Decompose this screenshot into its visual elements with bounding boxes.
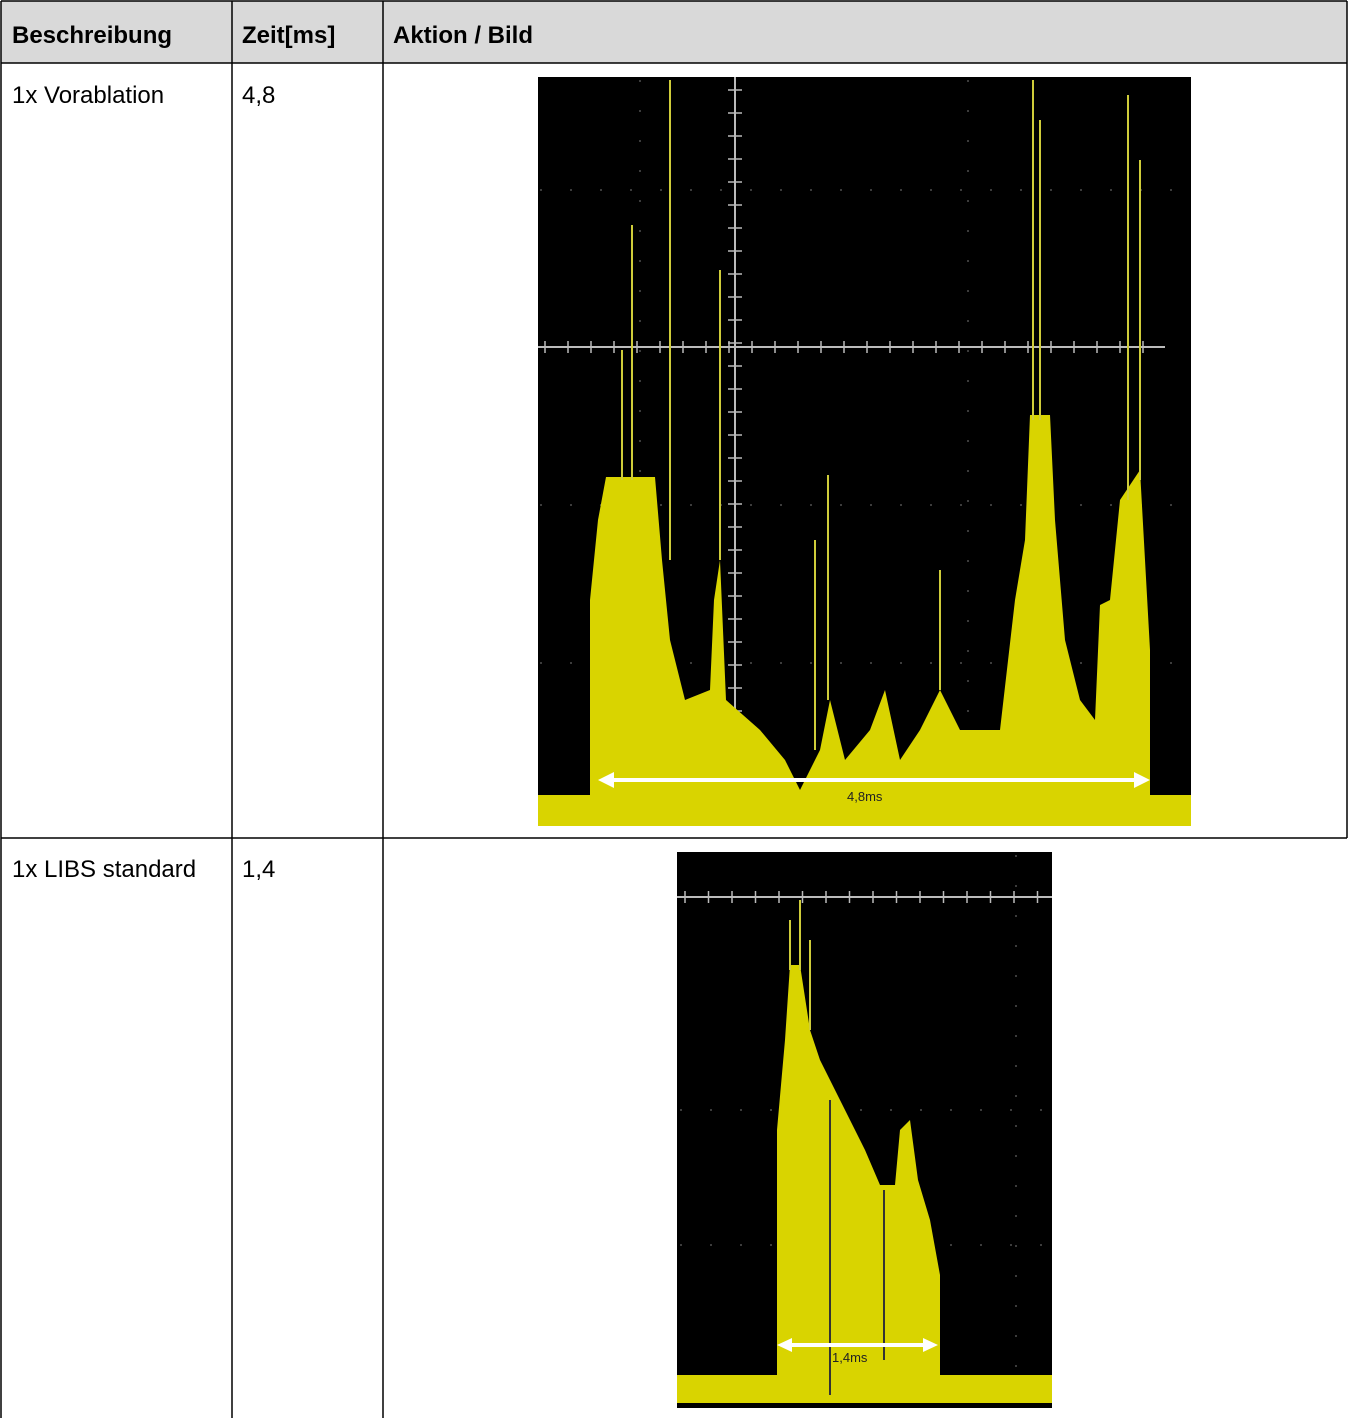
oscilloscope-image: 1,4ms (677, 852, 1052, 1408)
header-cell: Beschreibung (12, 22, 172, 49)
image-label: 4,8ms (847, 789, 883, 804)
header-cell: Zeit[ms] (242, 22, 335, 49)
image-label: 1,4ms (832, 1350, 868, 1365)
description-cell: 1x Vorablation (12, 82, 164, 109)
header-cell: Aktion / Bild (393, 22, 533, 49)
oscilloscope-image: 4,8ms (538, 77, 1191, 826)
time-cell: 4,8 (242, 82, 275, 109)
description-cell: 1x LIBS standard (12, 856, 196, 883)
header-row (1, 1, 1347, 63)
document-table: Beschreibung Zeit[ms] Aktion / Bild 1x V… (0, 0, 1349, 1418)
page: Beschreibung Zeit[ms] Aktion / Bild 1x V… (0, 0, 1349, 1418)
time-cell: 1,4 (242, 856, 275, 883)
